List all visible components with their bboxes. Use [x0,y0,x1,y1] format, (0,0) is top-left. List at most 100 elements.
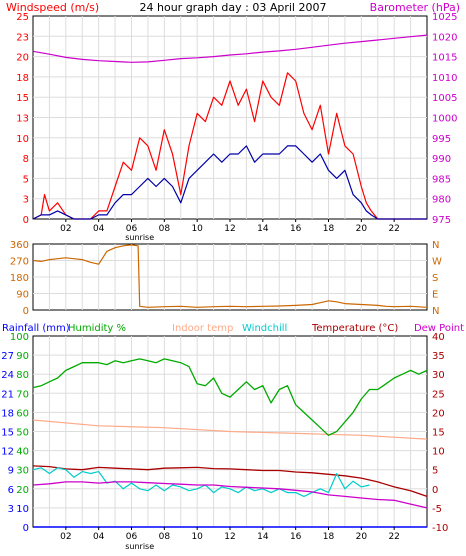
legend-indoor-temp: Indoor temp [172,323,233,334]
rain-tick-label: 9 [8,466,14,477]
y-tick-label-left: 60 [16,408,29,419]
x-tick-label: 20 [356,532,368,542]
y-tick-label-right: N [432,240,439,251]
sunrise-label: sunrise [125,233,154,242]
y-tick-label-left: 0 [23,523,29,534]
y-tick-label-left: 8 [23,154,29,165]
x-tick-label: 10 [191,532,203,542]
y-tick-label-right: -5 [432,504,442,515]
y-tick-label-right: 995 [432,134,451,145]
x-tick-label: 22 [388,532,399,542]
y-tick-label-left: 80 [16,370,29,381]
y-tick-label-right: 1025 [432,12,457,23]
wind-direction-line [32,244,428,308]
x-tick-label: 18 [323,532,335,542]
x-tick-label: 20 [356,224,368,234]
x-tick-label: 08 [159,532,171,542]
temperature-tick-labels: -10 -5 0 5 10 15 20 25 30 35 40 [432,332,448,534]
y-tick-label-right: 1005 [432,93,457,104]
wind-panel-series [32,34,428,220]
temp-panel-x-ticks: 02 04 06 08 10 12 14 16 18 20 22 [60,527,400,542]
y-tick-label-left: 40 [16,447,29,458]
y-tick-label-right: 1010 [432,73,457,84]
y-tick-label-right: 975 [432,215,451,226]
rain-tick-label: 18 [1,408,14,419]
y-tick-label-right: 10 [432,447,445,458]
direction-panel-grid [33,244,427,310]
barometer-axis-label: Barometer (hPa) [370,1,460,14]
legend-rainfall: Rainfall (mm) [2,323,70,334]
wind-barometer-panel: 0 3 5 8 10 13 15 18 20 23 25 975 980 985 990 995 1000 10… [6,1,460,242]
humidity-rain-tick-labels: 0 10 20 30 40 50 60 70 80 90 100 3 6 9 12 15 18 21 24 27 [1,332,29,534]
y-tick-label-left: 70 [16,389,29,400]
windspeed-axis-label: Windspeed (m/s) [6,1,99,14]
rain-tick-label: 6 [8,485,14,496]
y-tick-label-right: 990 [432,154,451,165]
legend-dew-point: Dew Point [414,323,464,334]
x-tick-label: 18 [323,224,335,234]
y-tick-label-right: 30 [432,370,445,381]
y-tick-label-left: 90 [16,351,29,362]
x-tick-label: 02 [60,532,71,542]
wind-panel-x-ticks: 02 04 06 08 10 12 14 16 18 20 22 [60,219,400,234]
legend-windchill: Windchill [242,323,287,334]
x-tick-label: 22 [388,224,399,234]
x-tick-label: 04 [93,532,105,542]
x-tick-label: 12 [224,224,235,234]
y-tick-label-left: 180 [10,273,29,284]
y-tick-label-right: N [432,306,439,317]
x-tick-label: 04 [93,224,105,234]
temp-panel-series [32,358,428,528]
direction-panel-series [32,244,428,308]
humidity-line [32,358,428,436]
y-tick-label-right: 1015 [432,53,457,64]
barometer-line [32,34,428,63]
x-tick-label: 08 [159,224,171,234]
y-tick-label-right: 0 [432,485,438,496]
y-tick-label-left: 90 [16,290,29,301]
indoor-temp-line [32,419,428,440]
x-tick-label: 06 [126,224,138,234]
rain-tick-label: 21 [1,389,14,400]
temp-panel-grid [33,336,427,527]
y-tick-label-right: 1020 [432,32,457,43]
y-tick-label-left: 3 [23,195,29,206]
barometer-tick-labels: 975 980 985 990 995 1000 1005 1010 1015 1020 1025 [432,12,457,226]
x-tick-label: 10 [191,224,203,234]
rain-tick-label: 12 [1,447,14,458]
chart-title: 24 hour graph day : 03 April 2007 [140,1,327,14]
y-tick-label-left: 13 [16,114,29,125]
x-tick-label: 16 [290,224,302,234]
y-tick-label-right: 40 [432,332,445,343]
rain-tick-label: 27 [1,351,14,362]
y-tick-label-right: 20 [432,408,445,419]
y-tick-label-right: -10 [432,523,448,534]
y-tick-label-right: 35 [432,351,445,362]
y-tick-label-left: 0 [23,215,29,226]
y-tick-label-right: 985 [432,174,451,185]
y-tick-label-left: 20 [16,485,29,496]
rain-tick-label: 24 [1,370,14,381]
y-tick-label-right: 15 [432,428,445,439]
legend-temperature: Temperature (°C) [311,323,398,334]
dew-point-line [32,481,428,509]
y-tick-label-left: 0 [23,306,29,317]
y-tick-label-left: 10 [16,134,29,145]
y-tick-label-left: 50 [16,428,29,439]
y-tick-label-left: 23 [16,32,29,43]
wind-panel-grid [33,16,427,219]
rain-tick-label: 15 [1,428,14,439]
x-tick-label: 16 [290,532,302,542]
legend-humidity: Humidity % [68,323,126,334]
y-tick-label-left: 15 [16,93,29,104]
y-tick-label-left: 10 [16,504,29,515]
y-tick-label-left: 100 [10,332,29,343]
y-tick-label-left: 30 [16,466,29,477]
y-tick-label-right: W [432,257,442,268]
y-tick-label-right: 1000 [432,114,457,125]
